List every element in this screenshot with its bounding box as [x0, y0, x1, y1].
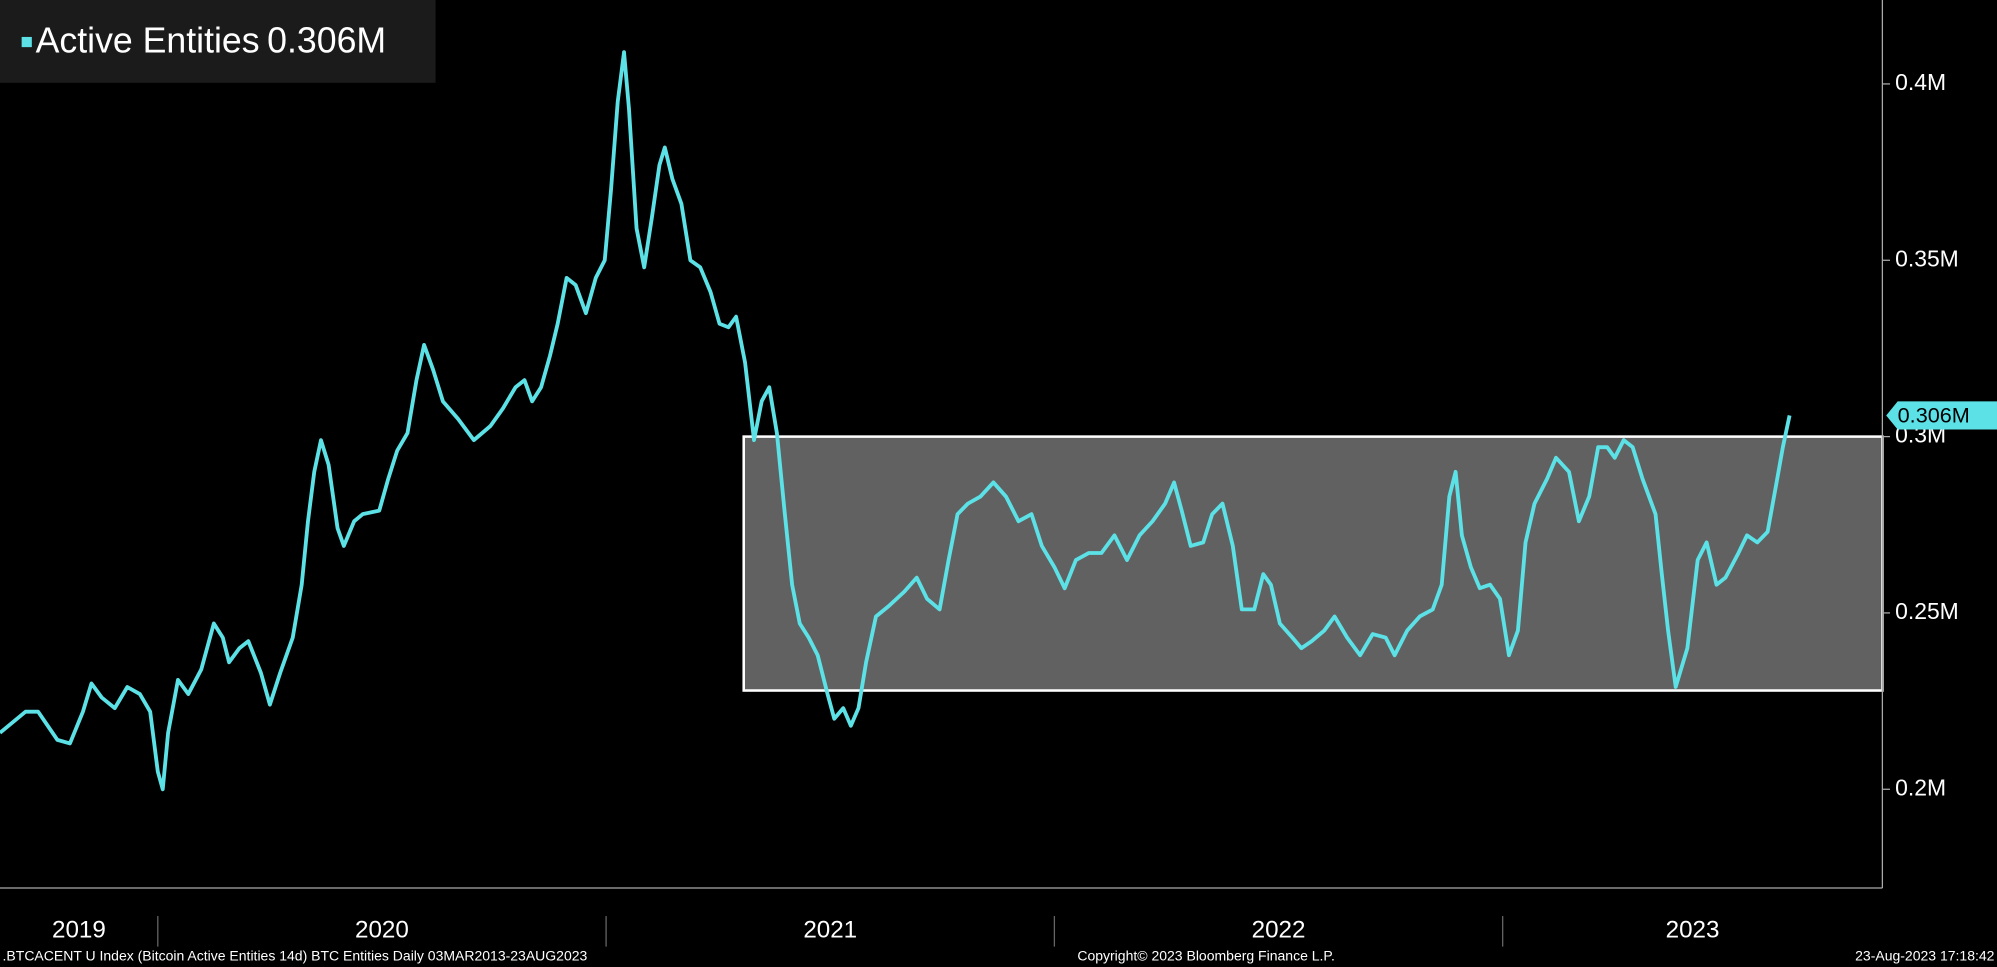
plot-area: [0, 50, 1884, 792]
x-tick-label: 2022: [1252, 917, 1306, 944]
footer-source: .BTCACENT U Index (Bitcoin Active Entiti…: [3, 948, 588, 964]
y-tick-label: 0.2M: [1895, 774, 1946, 800]
footer-copyright: Copyright© 2023 Bloomberg Finance L.P.: [1077, 948, 1335, 964]
series-line: [0, 50, 1792, 792]
legend-swatch: [21, 36, 32, 48]
x-tick-label: 2021: [803, 917, 857, 944]
x-tick-label: 2019: [52, 917, 106, 944]
legend-value: 0.306M: [267, 21, 386, 61]
y-tick-label: 0.25M: [1895, 598, 1959, 624]
y-tick-label: 0.4M: [1895, 69, 1946, 95]
highlight-band: [742, 435, 1884, 692]
legend-box: [0, 0, 436, 83]
last-value-label: 0.306M: [1898, 402, 1970, 427]
last-value-tag: [1886, 401, 1997, 430]
x-tick-label: 2020: [355, 917, 409, 944]
y-tick-label: 0.35M: [1895, 245, 1959, 271]
footer-timestamp: 23-Aug-2023 17:18:42: [1855, 948, 1995, 964]
x-tick-label: 2023: [1666, 917, 1720, 944]
legend-label: Active Entities: [36, 21, 260, 61]
